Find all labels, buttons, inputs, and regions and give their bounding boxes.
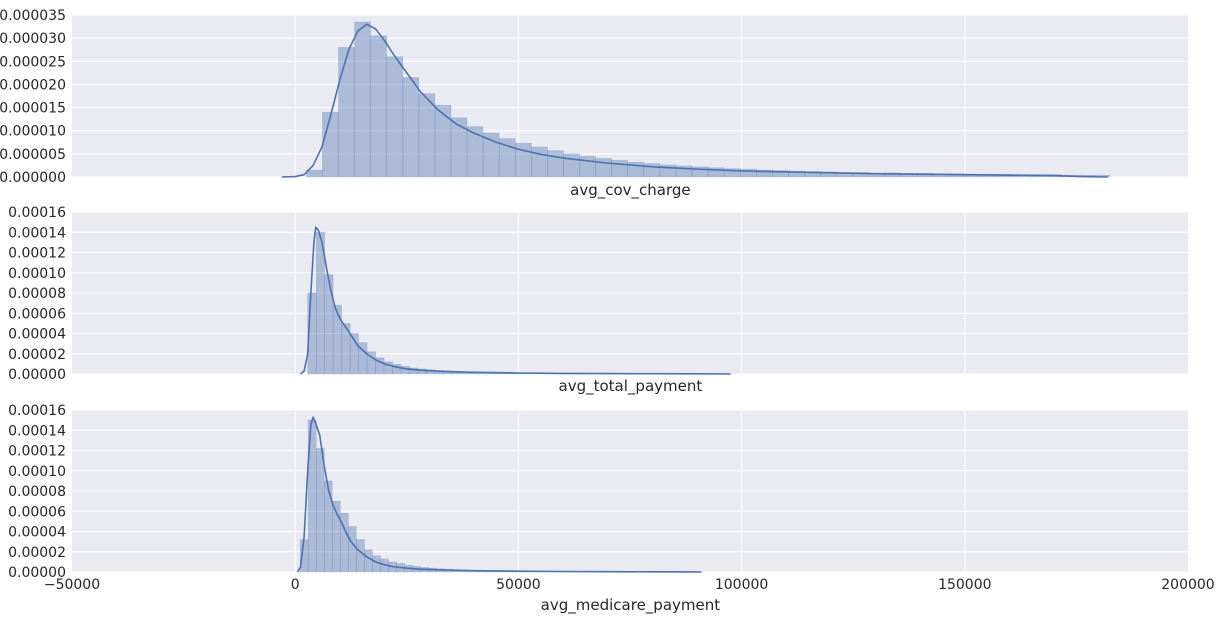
histogram-bar <box>341 323 351 375</box>
histogram-bar <box>563 153 580 178</box>
histogram-bar <box>375 357 385 375</box>
histogram-bar <box>323 480 333 573</box>
panel-avg-cov-charge: 0.000000 0.000005 0.000010 0.000015 0.000020… <box>0 8 1188 186</box>
histogram-bar <box>884 172 902 178</box>
y-tick-label: 0.00014 <box>8 225 66 241</box>
histogram-bar <box>306 169 323 178</box>
histogram-bar <box>418 93 436 178</box>
y-tick-label: 0.000010 <box>0 124 66 140</box>
histogram-bar <box>675 165 693 178</box>
histogram-bar <box>900 172 918 178</box>
histogram-bar <box>358 342 368 375</box>
histogram-bar <box>579 155 596 178</box>
x-tick-label: 0 <box>291 577 300 593</box>
x-axis-label: avg_medicare_payment <box>541 596 721 615</box>
histogram-bar <box>434 104 452 178</box>
x-axis-label: avg_cov_charge <box>570 181 691 200</box>
y-tick-label: 0.000000 <box>0 170 66 186</box>
histogram-bar <box>402 77 420 178</box>
histogram-bar <box>531 146 548 178</box>
x-tick-label: −50000 <box>44 577 100 593</box>
histogram-bar <box>331 500 341 573</box>
y-tick-label: 0.00010 <box>8 464 66 480</box>
y-tick-label: 0.00002 <box>8 545 66 561</box>
y-tick-label: 0.000020 <box>0 77 66 93</box>
y-tick-label: 0.00006 <box>8 306 66 322</box>
histogram-bar <box>315 231 325 375</box>
y-tick-label: 0.000030 <box>0 31 66 47</box>
histogram-bar <box>409 367 419 375</box>
histogram-bar <box>547 150 564 178</box>
histogram-bar <box>338 47 355 178</box>
panel-avg-total-payment: 0.00000 0.00002 0.00004 0.00006 0.00008 0.000… <box>8 205 1188 383</box>
y-tick-label: 0.00016 <box>8 403 66 419</box>
histogram-bar <box>372 555 381 573</box>
y-tick-label: 0.000025 <box>0 54 66 70</box>
histogram-bar <box>370 35 388 178</box>
x-tick-label: 50000 <box>496 577 541 593</box>
histogram-bar <box>498 138 516 178</box>
histogram-bar <box>820 171 837 178</box>
y-tick-label: 0.00006 <box>8 504 66 520</box>
histogram-bar <box>339 512 349 573</box>
y-tick-label: 0.00008 <box>8 484 66 500</box>
panel-avg-medicare-payment: 0.00000 0.00002 0.00004 0.00006 0.00008 0.000… <box>8 403 1215 593</box>
x-axis-label: avg_total_payment <box>559 377 703 396</box>
histogram-bar <box>349 333 359 375</box>
plot-background <box>72 15 1188 177</box>
histogram-bar <box>307 292 317 375</box>
histogram-bar <box>366 351 376 375</box>
y-tick-label: 0.00016 <box>8 205 66 221</box>
histogram-bar <box>772 170 789 178</box>
histogram-bar <box>466 126 484 178</box>
y-tick-label: 0.00012 <box>8 246 66 262</box>
kde-line <box>281 23 1108 178</box>
y-tick-label: 0.000015 <box>0 101 66 117</box>
y-tick-label: 0.00012 <box>8 444 66 460</box>
kde-line <box>296 416 702 573</box>
y-tick-label: 0.00004 <box>8 525 66 541</box>
histogram-bar <box>482 132 500 178</box>
histogram-bar <box>364 549 373 573</box>
histogram-bar <box>723 168 741 178</box>
histogram-bar <box>322 111 339 178</box>
y-tick-label: 0.00014 <box>8 423 66 439</box>
histogram-bar <box>788 170 805 178</box>
histogram-bar <box>324 274 334 375</box>
histogram-bar <box>386 56 404 178</box>
y-tick-label: 0.00008 <box>8 286 66 302</box>
histogram-bar <box>852 172 870 178</box>
histogram-bar <box>804 171 821 178</box>
kde-line <box>300 226 731 375</box>
x-tick-label: 150000 <box>938 577 991 593</box>
histogram-bar <box>400 366 410 375</box>
histogram-bar <box>739 168 757 178</box>
histogram-bar <box>332 304 342 375</box>
histogram-bar <box>450 117 468 178</box>
histogram-bar <box>392 364 402 375</box>
histogram-bar <box>348 526 357 573</box>
y-tick-label: 0.00000 <box>8 367 66 383</box>
histogram-bar <box>611 160 629 178</box>
y-tick-label: 0.000005 <box>0 147 66 163</box>
y-tick-label: 0.00004 <box>8 327 66 343</box>
histogram-bar <box>756 169 773 178</box>
histogram-bar <box>426 369 436 375</box>
x-tick-label: 100000 <box>715 577 768 593</box>
histogram-bar <box>417 368 427 375</box>
x-tick-label: 200000 <box>1161 577 1214 593</box>
y-tick-label: 0.00010 <box>8 266 66 282</box>
histogram-bar <box>354 21 371 178</box>
y-tick-label: 0.00002 <box>8 347 66 363</box>
histogram-bar <box>691 166 709 178</box>
histogram-bar <box>383 361 393 375</box>
y-tick-label: 0.000035 <box>0 8 66 24</box>
histogram-bar <box>707 167 725 178</box>
histogram-bar <box>315 448 325 573</box>
y-tick-label: 0.00000 <box>8 565 66 581</box>
histogram-bar <box>356 539 365 573</box>
histogram-bar <box>868 172 886 178</box>
